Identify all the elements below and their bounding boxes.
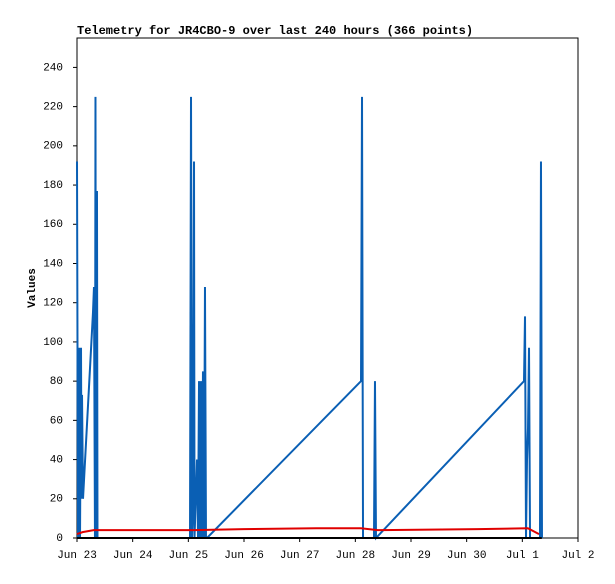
chart-title: Telemetry for JR4CBO-9 over last 240 hou… — [77, 24, 473, 38]
x-tick-label: Jun 29 — [391, 550, 431, 562]
y-tick-label: 180 — [43, 180, 63, 192]
y-tick-label: 0 — [56, 533, 63, 545]
x-tick-label: Jun 27 — [280, 550, 320, 562]
y-axis-label: Values — [27, 268, 39, 308]
x-tick-label: Jun 25 — [169, 550, 209, 562]
x-tick-label: Jun 30 — [447, 550, 487, 562]
y-tick-label: 220 — [43, 102, 63, 114]
series-line — [76, 96, 543, 541]
y-tick-label: 60 — [50, 415, 63, 427]
y-tick-label: 100 — [43, 337, 63, 349]
x-tick-label: Jul 2 — [561, 550, 594, 562]
y-tick-label: 240 — [43, 62, 63, 74]
y-tick-label: 160 — [43, 219, 63, 231]
series-line — [76, 527, 540, 536]
x-tick-label: Jun 26 — [224, 550, 264, 562]
x-tick-label: Jun 24 — [113, 550, 153, 562]
x-tick-label: Jun 23 — [57, 550, 97, 562]
x-tick-label: Jul 1 — [506, 550, 539, 562]
y-tick-label: 80 — [50, 376, 63, 388]
y-tick-label: 200 — [43, 141, 63, 153]
y-tick-label: 140 — [43, 258, 63, 270]
y-tick-label: 20 — [50, 494, 63, 506]
y-tick-label: 40 — [50, 454, 63, 466]
y-tick-label: 120 — [43, 298, 63, 310]
x-tick-label: Jun 28 — [336, 550, 376, 562]
